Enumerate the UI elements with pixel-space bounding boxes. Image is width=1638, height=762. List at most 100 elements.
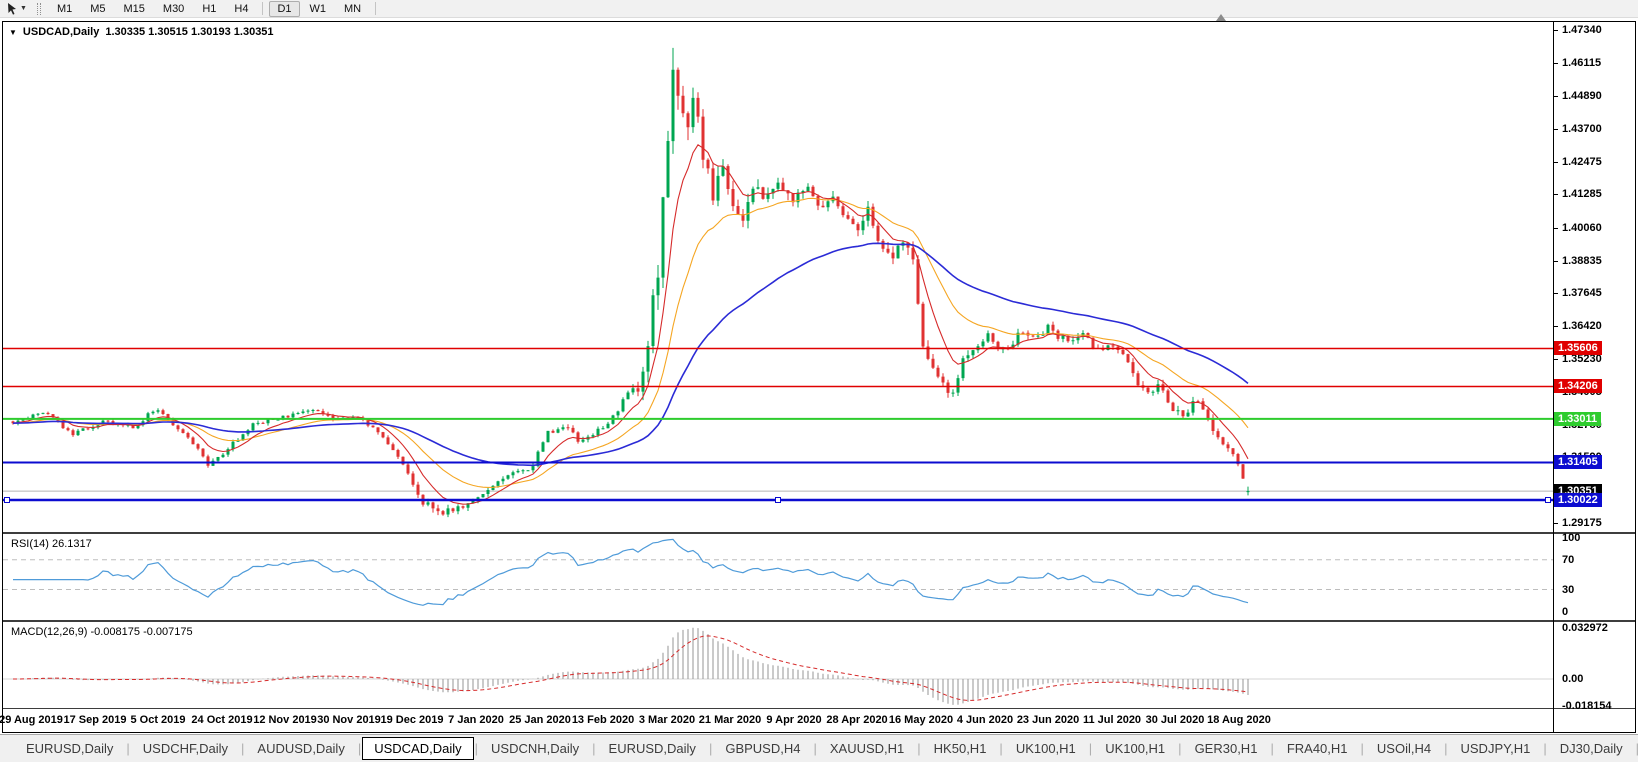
price-tick-label: 1.41285: [1562, 188, 1602, 200]
timeframe-button-W1[interactable]: W1: [309, 2, 327, 15]
price-axis[interactable]: 1.47340 1.46115 1.44890 1.43700 1.42475 1.412…: [1553, 22, 1635, 732]
chart-tab-ger30-h1[interactable]: GER30,H1: [1194, 741, 1258, 756]
chart-shift-marker-icon: [1216, 14, 1226, 21]
price-tick-label: 1.29175: [1562, 517, 1602, 529]
date-tick-label: 23 Jun 2020: [1016, 714, 1080, 726]
pointer-arrow-icon: [8, 3, 16, 15]
tab-separator: |: [813, 741, 817, 756]
price-tick-label: 1.37645: [1562, 287, 1602, 299]
price-tick-mark: [1554, 129, 1558, 130]
chart-tab-xauusd-h1[interactable]: XAUUSD,H1: [829, 741, 905, 756]
panel-divider[interactable]: [3, 620, 1635, 622]
date-tick-label: 17 Sep 2019: [63, 714, 127, 726]
timeframe-button-M15[interactable]: M15: [123, 2, 145, 15]
tab-separator: |: [917, 741, 921, 756]
chart-tab-audusd-daily[interactable]: AUDUSD,Daily: [257, 741, 345, 756]
timeframe-button-H1[interactable]: H1: [202, 2, 217, 15]
chart-tab-usdjpy-h1[interactable]: USDJPY,H1: [1460, 741, 1531, 756]
date-tick-label: 29 Aug 2019: [0, 714, 63, 726]
timeframe-button-M5[interactable]: M5: [90, 2, 106, 15]
rsi-indicator-label: RSI(14) 26.1317: [11, 538, 92, 550]
price-tick-mark: [1554, 359, 1558, 360]
date-tick-label: 12 Nov 2019: [253, 714, 317, 726]
price-tick-mark: [1554, 96, 1558, 97]
chart-pointer-icon[interactable]: ▼: [7, 2, 27, 15]
date-tick-label: 18 Aug 2020: [1207, 714, 1271, 726]
timeframe-button-M1[interactable]: M1: [56, 2, 73, 15]
tab-separator: |: [357, 741, 362, 756]
chart-tab-usdcnh-daily[interactable]: USDCNH,Daily: [491, 741, 580, 756]
price-tick-mark: [1554, 523, 1558, 524]
price-tick-label: 1.35230: [1562, 353, 1602, 365]
chart-symbol-label: USDCAD,Daily: [22, 26, 100, 38]
chart-tab-eurusd-daily[interactable]: EURUSD,Daily: [26, 741, 114, 756]
tab-separator: |: [999, 741, 1003, 756]
chart-tab-eurusd-daily[interactable]: EURUSD,Daily: [608, 741, 696, 756]
toolbar-grip[interactable]: [36, 2, 41, 15]
rsi-plot[interactable]: [3, 534, 1553, 620]
toolbar-separator: [262, 2, 264, 15]
chart-tab-uk100-h1[interactable]: UK100,H1: [1015, 741, 1076, 756]
date-axis[interactable]: 29 Aug 2019 17 Sep 2019 5 Oct 2019 24 Oct 2…: [0, 709, 1553, 731]
chevron-down-icon: ▼: [20, 5, 27, 12]
price-tick-label: 1.46115: [1562, 57, 1602, 69]
tab-separator: |: [126, 741, 130, 756]
timeframe-button-M30[interactable]: M30: [162, 2, 185, 15]
tab-separator: |: [1270, 741, 1274, 756]
rsi-axis-label: 30: [1562, 584, 1575, 596]
date-tick-label: 24 Oct 2019: [191, 714, 253, 726]
tab-separator: |: [1444, 741, 1448, 756]
chart-tab-usoil-h4[interactable]: USOil,H4: [1376, 741, 1432, 756]
date-tick-label: 30 Jul 2020: [1145, 714, 1205, 726]
date-tick-label: 9 Apr 2020: [766, 714, 822, 726]
price-tick-label: 1.42475: [1562, 156, 1602, 168]
chart-window[interactable]: 1.47340 1.46115 1.44890 1.43700 1.42475 1.412…: [0, 14, 1636, 733]
hline-price-badge: 1.30022: [1554, 493, 1602, 507]
price-tick-mark: [1554, 63, 1558, 64]
rsi-axis-label: 100: [1562, 532, 1581, 544]
macd-axis-label: 0.00: [1562, 673, 1584, 685]
chart-tab-hk50-h1[interactable]: HK50,H1: [933, 741, 987, 756]
tab-separator: |: [474, 741, 479, 756]
date-tick-label: 5 Oct 2019: [130, 714, 186, 726]
timeframe-button-MN[interactable]: MN: [344, 2, 362, 15]
date-tick-label: 25 Jan 2020: [509, 714, 571, 726]
panel-divider: [3, 708, 1635, 709]
chart-tab-fra40-h1[interactable]: FRA40,H1: [1286, 741, 1348, 756]
macd-axis-label: 0.032972: [1562, 622, 1608, 634]
hline-price-badge: 1.35606: [1554, 341, 1602, 355]
tab-separator: |: [1088, 741, 1093, 756]
price-tick-label: 1.47340: [1562, 24, 1602, 36]
chart-tab-gbpusd-h4[interactable]: GBPUSD,H4: [725, 741, 801, 756]
date-tick-label: 13 Feb 2020: [571, 714, 635, 726]
timeframe-buttons: M1 M5 M15 M30 H1 H4 D1 W1 MN: [48, 0, 381, 17]
macd-plot[interactable]: [3, 622, 1553, 708]
price-tick-mark: [1554, 194, 1558, 195]
date-tick-label: 28 Apr 2020: [826, 714, 888, 726]
price-tick-mark: [1554, 261, 1558, 262]
chart-ohlc-values: 1.30335 1.30515 1.30193 1.30351: [105, 26, 274, 38]
price-tick-mark: [1554, 162, 1558, 163]
toolbar-separator: [375, 2, 377, 15]
chart-tab-usdcad-daily[interactable]: USDCAD,Daily: [362, 737, 474, 760]
rsi-axis-label: 0: [1562, 606, 1569, 618]
main-chart-plot[interactable]: [3, 22, 1553, 532]
timeframe-button-D1[interactable]: D1: [269, 0, 300, 17]
date-tick-label: 19 Dec 2019: [380, 714, 444, 726]
date-tick-label: 4 Jun 2020: [956, 714, 1014, 726]
tab-separator: |: [1178, 741, 1182, 756]
panel-divider[interactable]: [3, 532, 1635, 534]
tab-separator: |: [592, 741, 596, 756]
date-tick-label: 30 Nov 2019: [317, 714, 381, 726]
price-tick-label: 1.38835: [1562, 255, 1602, 267]
price-tick-mark: [1554, 30, 1558, 31]
date-tick-label: 3 Mar 2020: [638, 714, 696, 726]
chart-tab-uk100-h1[interactable]: UK100,H1: [1105, 741, 1166, 756]
chart-tab-dj30-daily[interactable]: DJ30,Daily: [1559, 741, 1623, 756]
tab-separator: |: [241, 741, 245, 756]
collapse-arrow-icon[interactable]: ▼: [9, 27, 17, 37]
date-tick-label: 21 Mar 2020: [698, 714, 762, 726]
timeframe-button-H4[interactable]: H4: [234, 2, 249, 15]
chart-tab-usdchf-daily[interactable]: USDCHF,Daily: [142, 741, 229, 756]
timeframe-toolbar: ▼ M1 M5 M15 M30 H1 H4 D1 W1 MN: [0, 0, 1638, 18]
